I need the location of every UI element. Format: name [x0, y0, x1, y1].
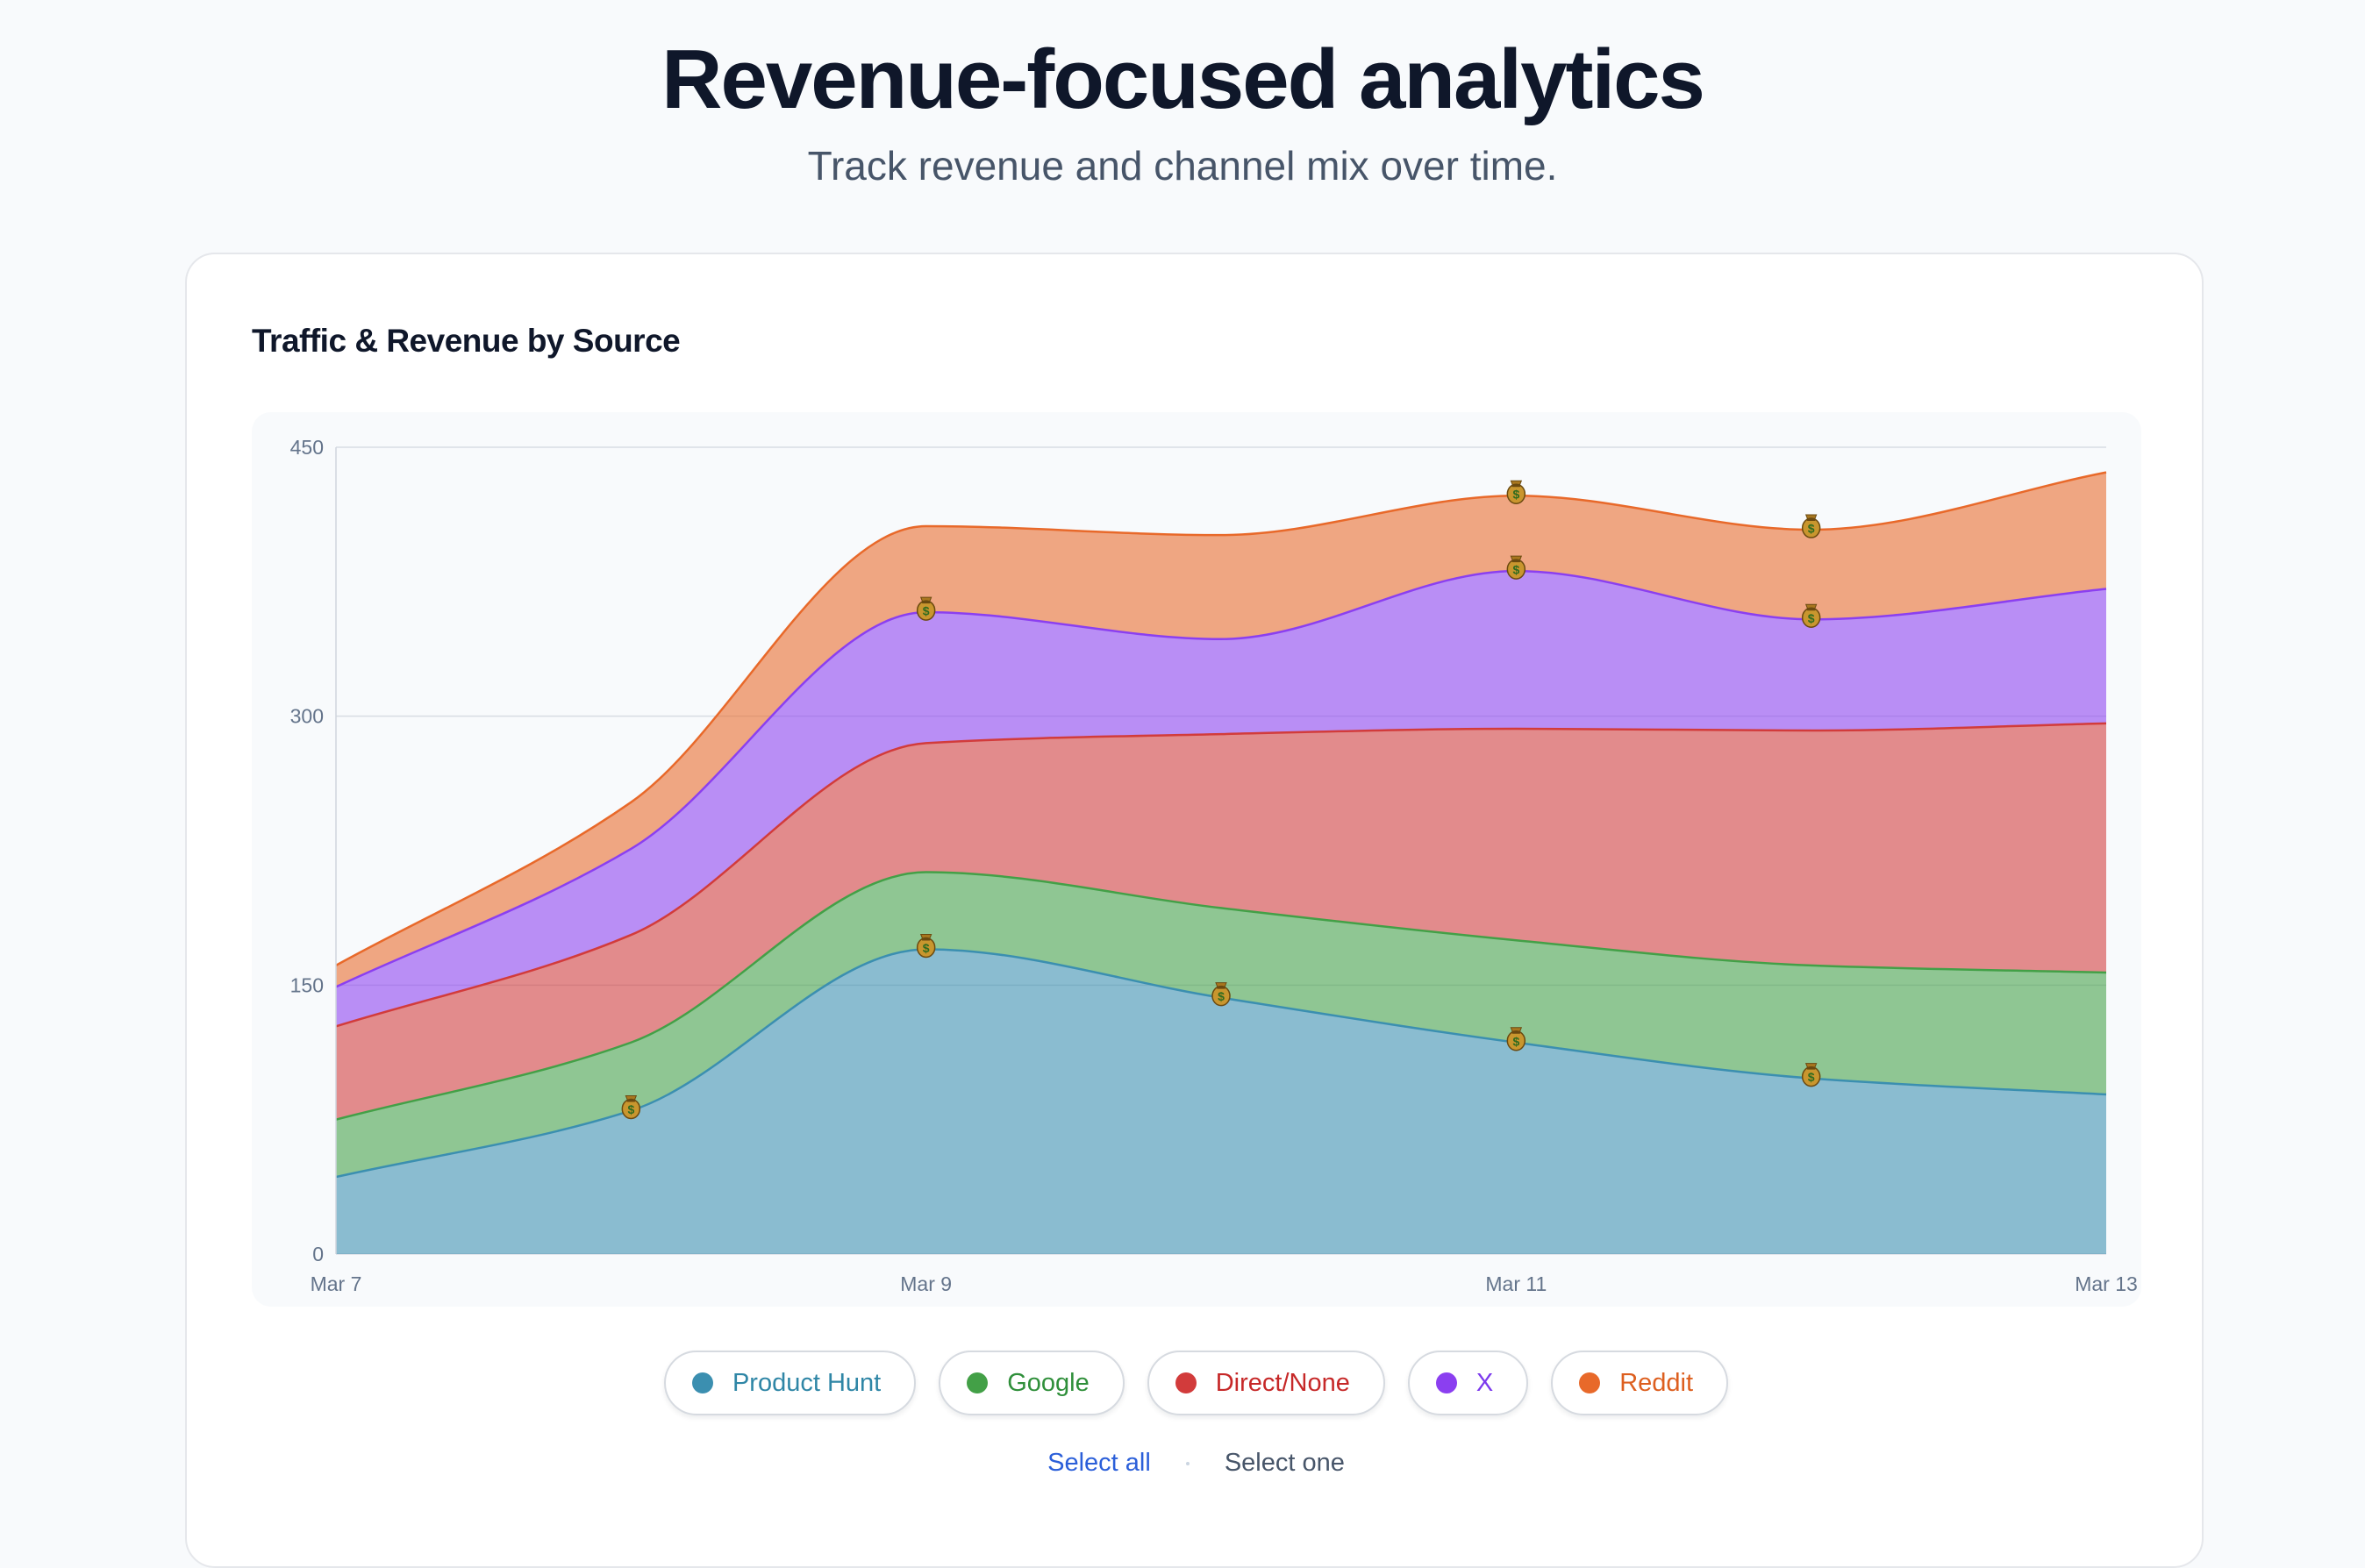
legend-dot-icon: [1579, 1372, 1601, 1393]
y-tick-label: 150: [290, 973, 324, 996]
y-tick-label: 0: [312, 1243, 324, 1265]
legend-item-x[interactable]: X: [1407, 1351, 1529, 1415]
x-tick-label: Mar 13: [2075, 1272, 2138, 1295]
legend-dot-icon: [1435, 1372, 1457, 1393]
x-tick-label: Mar 9: [900, 1272, 952, 1295]
chart-legend: Product Hunt Google Direct/None X Reddit: [187, 1351, 2205, 1415]
line-google: [335, 871, 2107, 1121]
legend-item-google[interactable]: Google: [939, 1351, 1125, 1415]
area-direct-none[interactable]: [336, 723, 2106, 1120]
chart-title: Traffic & Revenue by Source: [252, 323, 681, 359]
legend-item-label: Direct/None: [1215, 1368, 1350, 1397]
x-tick-label: Mar 7: [311, 1272, 362, 1295]
legend-item-label: Google: [1007, 1368, 1090, 1397]
legend-item-label: Reddit: [1619, 1368, 1694, 1397]
select-one-link[interactable]: Select one: [1224, 1449, 1345, 1477]
y-tick-label: 300: [290, 705, 324, 728]
money-bag-icon[interactable]: [1801, 514, 1821, 538]
legend-item-direct-none[interactable]: Direct/None: [1147, 1351, 1385, 1415]
legend-item-product-hunt[interactable]: Product Hunt: [663, 1351, 917, 1415]
area-reddit[interactable]: [336, 472, 2106, 987]
line-direct-none: [335, 722, 2107, 1028]
page-subtitle: Track revenue and channel mix over time.: [807, 143, 1558, 189]
money-bag-icon[interactable]: [1506, 480, 1526, 504]
actions-separator: [1185, 1461, 1190, 1465]
legend-item-label: X: [1475, 1368, 1494, 1397]
legend-dot-icon: [691, 1372, 713, 1393]
area-product-hunt[interactable]: [336, 949, 2106, 1254]
page-title: Revenue-focused analytics: [661, 32, 1705, 126]
legend-item-reddit[interactable]: Reddit: [1551, 1351, 1729, 1415]
y-tick-label: 450: [290, 436, 324, 459]
legend-actions: Select all Select one: [187, 1449, 2205, 1478]
area-google[interactable]: [336, 872, 2106, 1178]
legend-dot-icon: [1175, 1372, 1197, 1393]
x-tick-label: Mar 11: [1485, 1272, 1547, 1295]
chart-card: Traffic & Revenue by Source $ 0150300450…: [185, 253, 2204, 1568]
legend-item-label: Product Hunt: [732, 1368, 882, 1397]
select-all-link[interactable]: Select all: [1047, 1449, 1151, 1477]
legend-dot-icon: [967, 1372, 989, 1393]
area-x[interactable]: [336, 571, 2106, 1027]
